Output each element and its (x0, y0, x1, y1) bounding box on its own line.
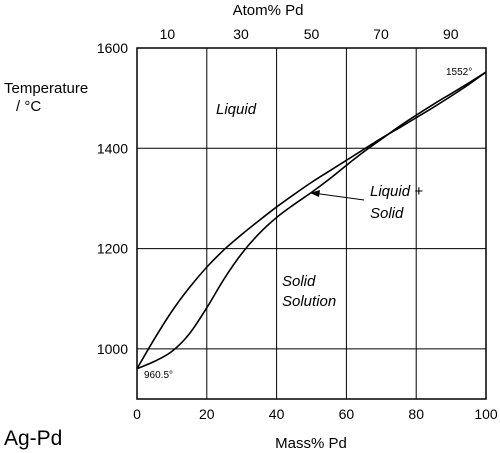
y-tick-label: 1000 (97, 341, 128, 357)
y-axis-label-line2: / °C (16, 98, 41, 115)
region-liquid-solid-line2: Solid (370, 205, 404, 222)
x-tick-labels: 0 20 40 60 80 100 (133, 406, 498, 422)
annotation-arrowhead (310, 190, 320, 197)
liquidus-curve (136, 71, 487, 370)
y-tick-label: 1400 (97, 140, 128, 156)
pd-melting-point-label: 1552° (446, 67, 472, 78)
top-tick-label: 30 (233, 26, 249, 42)
x-tick-label: 0 (133, 406, 141, 422)
ag-melting-point-label: 960.5° (144, 370, 173, 381)
y-tick-label: 1600 (97, 40, 128, 56)
plot-frame (136, 47, 487, 400)
chart-title: Ag-Pd (4, 427, 62, 450)
x-tick-label: 100 (474, 406, 498, 422)
phase-boundaries (136, 71, 487, 370)
top-tick-labels: 10 30 50 70 90 (160, 26, 459, 42)
x-axis-label: Mass% Pd (275, 435, 347, 452)
region-liquid-solid-line1: Liquid + (370, 183, 423, 200)
y-axis-label-line1: Temperature (4, 80, 88, 97)
x-tick-label: 20 (199, 406, 215, 422)
top-tick-label: 10 (160, 26, 176, 42)
top-tick-label: 90 (443, 26, 459, 42)
x-tick-label: 40 (269, 406, 285, 422)
region-solid-line1: Solid (282, 273, 316, 290)
x-tick-label: 60 (339, 406, 355, 422)
top-tick-label: 50 (304, 26, 320, 42)
grid-lines (137, 48, 486, 399)
top-axis-label: Atom% Pd (233, 2, 304, 19)
region-liquid: Liquid (216, 101, 257, 118)
top-tick-label: 70 (373, 26, 389, 42)
x-tick-label: 80 (408, 406, 424, 422)
region-solid-line2: Solution (282, 293, 336, 310)
annotation-arrow-line (312, 192, 365, 201)
solidus-curve (136, 71, 487, 370)
y-tick-label: 1200 (97, 241, 128, 257)
y-tick-labels: 1000 1200 1400 1600 (97, 40, 128, 357)
